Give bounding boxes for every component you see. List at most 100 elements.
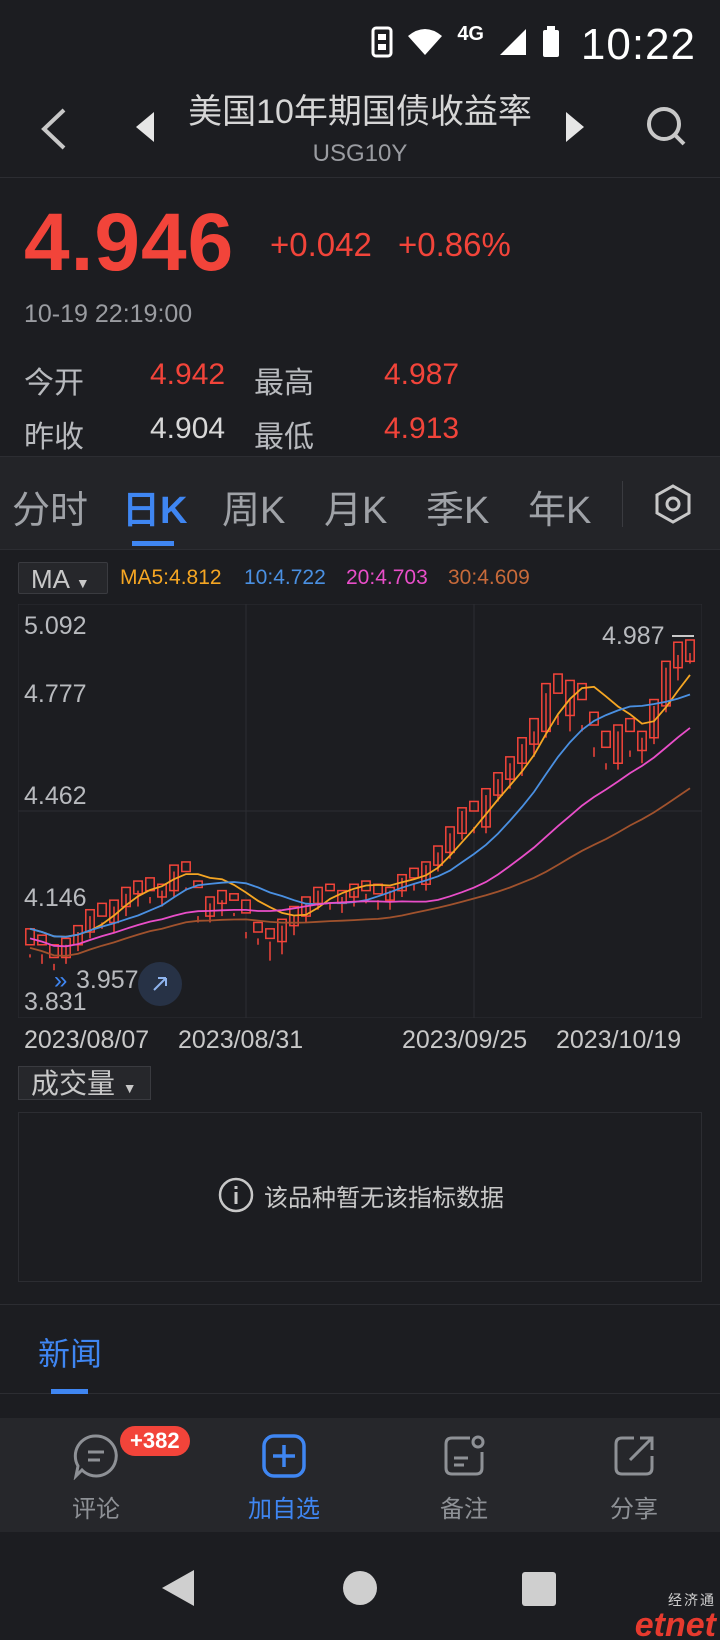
tab-intraday[interactable]: 分时 [12, 490, 89, 532]
x-label-2: 2023/09/25 [402, 1026, 528, 1054]
candle-body [601, 730, 611, 749]
share-icon [614, 1436, 654, 1476]
tab-divider [622, 481, 623, 527]
note-button[interactable]: 备注 [404, 1432, 524, 1524]
ma5-legend: MA5:4.812 [120, 566, 222, 589]
period-tabs: 分时 日K 周K 月K 季K 年K [0, 456, 720, 550]
settings-icon[interactable] [652, 483, 694, 525]
prev-instrument-button[interactable] [132, 110, 158, 144]
note-icon [444, 1435, 485, 1476]
ma30-line [29, 787, 691, 957]
next-instrument-button[interactable] [562, 110, 588, 144]
nav-back-icon[interactable] [160, 1568, 196, 1608]
volume-panel: 该品种暂无该指标数据 [18, 1112, 702, 1282]
candle-body [25, 928, 35, 946]
share-button[interactable]: 分享 [574, 1432, 694, 1524]
add-watchlist-button[interactable]: 加自选 [224, 1432, 344, 1524]
candle-body [97, 902, 107, 917]
add-icon [262, 1434, 306, 1478]
y-tick-1: 4.777 [24, 680, 87, 708]
tab-monthly-k[interactable]: 月K [324, 490, 388, 532]
candle-body [685, 639, 695, 663]
candle-body [409, 867, 419, 879]
comment-icon [73, 1434, 118, 1481]
candle-body [49, 944, 59, 959]
no-data-text: 该品种暂无该指标数据 [264, 1184, 504, 1212]
y-tick-0: 5.092 [24, 612, 87, 640]
candle-body [613, 724, 623, 764]
candle-body [553, 673, 563, 694]
watermark-logo: etnet [634, 1606, 716, 1640]
max-marker: 4.987 [602, 622, 665, 650]
comment-button[interactable]: 评论 [36, 1432, 156, 1524]
search-icon[interactable] [644, 104, 688, 148]
candle-body [625, 717, 635, 733]
x-label-0: 2023/08/07 [24, 1026, 150, 1054]
high-value: 4.987 [384, 358, 460, 391]
tab-yearly-k[interactable]: 年K [528, 490, 592, 532]
indicator-select-label: MA [31, 564, 69, 594]
ma10-legend: 10:4.722 [244, 566, 326, 589]
no-data-message: 该品种暂无该指标数据 [19, 1177, 703, 1213]
nav-home-icon[interactable] [342, 1570, 378, 1606]
news-tab-indicator [51, 1389, 88, 1394]
tab-quarterly-k[interactable]: 季K [426, 490, 490, 532]
candle-body [445, 826, 455, 854]
comment-label: 评论 [72, 1496, 120, 1523]
indicator-select[interactable]: MA ▼ [18, 562, 108, 594]
candle-body [565, 679, 575, 717]
candle-body [649, 698, 659, 739]
news-tabs: 新闻 [0, 1304, 720, 1394]
candle-body [517, 737, 527, 764]
candle-body [205, 896, 215, 917]
battery-icon [543, 26, 559, 57]
candle-body [157, 883, 167, 898]
y-tick-2: 4.462 [24, 782, 87, 810]
info-icon [218, 1177, 254, 1213]
candle-body [637, 730, 647, 752]
candle-body [133, 880, 143, 895]
candle-body [217, 889, 227, 905]
status-icons: 4G [371, 22, 560, 58]
tab-daily-k[interactable]: 日K [122, 490, 188, 532]
tab-weekly-k[interactable]: 周K [222, 490, 286, 532]
candle-body [493, 772, 503, 796]
x-label-1: 2023/08/31 [178, 1026, 304, 1054]
double-chevron-icon: » [54, 967, 67, 994]
instrument-symbol: USG10Y [312, 140, 408, 167]
candle-body [433, 845, 443, 866]
candle-body [253, 921, 263, 933]
watermark-top: 经济通 [668, 1592, 716, 1608]
chevron-down-icon: ▼ [122, 1080, 137, 1096]
candle-body [457, 807, 467, 835]
y-tick-4: 3.831 [24, 988, 87, 1016]
candle-body [241, 899, 251, 914]
ma20-legend: 20:4.703 [346, 566, 428, 589]
candle-body [529, 717, 539, 745]
status-bar: 4G 10:22 [0, 0, 720, 88]
candle-body [541, 682, 551, 733]
volume-select[interactable]: 成交量 ▼ [18, 1066, 151, 1100]
min-marker: 3.957 [76, 966, 139, 994]
price-change-pct: +0.86% [398, 226, 511, 263]
wifi-icon [408, 29, 443, 55]
price-change: +0.042 [270, 226, 372, 263]
expand-chart-icon[interactable] [138, 962, 182, 1006]
candle-body [229, 893, 239, 901]
last-price: 4.946 [24, 197, 235, 288]
kline-chart[interactable]: 5.092 4.777 4.462 4.146 3.831 4.987 3.95… [17, 603, 703, 1019]
candle-body [469, 800, 479, 812]
candle-body [85, 908, 95, 933]
prev-close-value: 4.904 [150, 412, 226, 445]
watermark: 经济通 etnet [635, 1590, 716, 1640]
open-value: 4.942 [150, 358, 226, 391]
candle-body [265, 928, 275, 940]
tab-indicator [132, 541, 174, 546]
nav-recents-icon[interactable] [522, 1572, 556, 1606]
candle-body [313, 886, 323, 905]
network-type: 4G [457, 22, 484, 45]
candle-body [121, 886, 131, 908]
tab-news[interactable]: 新闻 [38, 1336, 103, 1372]
back-button[interactable] [34, 106, 74, 152]
note-label: 备注 [440, 1496, 488, 1523]
